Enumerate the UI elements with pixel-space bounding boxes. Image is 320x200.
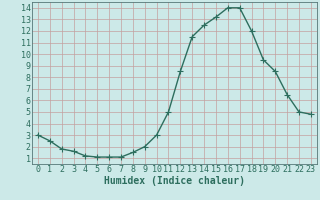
X-axis label: Humidex (Indice chaleur): Humidex (Indice chaleur) — [104, 176, 245, 186]
